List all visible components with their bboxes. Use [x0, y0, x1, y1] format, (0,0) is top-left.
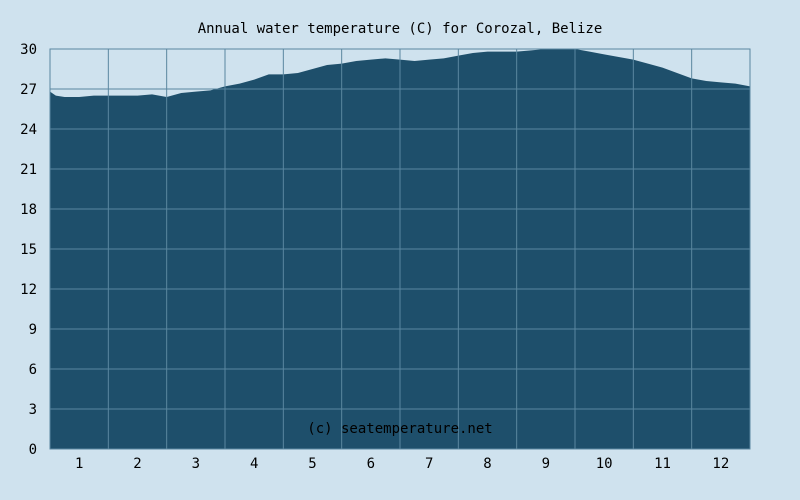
watermark-text: (c) seatemperature.net [307, 421, 492, 437]
x-tick-label: 4 [250, 456, 258, 472]
x-axis-tick-labels: 1 2 3 4 5 6 7 8 9 10 11 12 [75, 456, 729, 472]
x-tick-label: 12 [712, 456, 729, 472]
x-tick-label: 11 [654, 456, 671, 472]
y-tick-label: 3 [29, 402, 37, 418]
x-tick-label: 9 [542, 456, 550, 472]
y-tick-label: 30 [20, 42, 37, 58]
y-tick-label: 24 [20, 122, 37, 138]
y-tick-label: 27 [20, 82, 37, 98]
y-axis-tick-labels: 0 3 6 9 12 15 18 21 24 27 30 [20, 42, 37, 458]
chart-title: Annual water temperature (C) for Corozal… [198, 21, 603, 37]
y-tick-label: 12 [20, 282, 37, 298]
x-tick-label: 5 [308, 456, 316, 472]
x-tick-label: 3 [192, 456, 200, 472]
x-tick-label: 10 [596, 456, 613, 472]
x-tick-label: 1 [75, 456, 83, 472]
y-tick-label: 18 [20, 202, 37, 218]
y-tick-label: 9 [29, 322, 37, 338]
y-tick-label: 6 [29, 362, 37, 378]
x-tick-label: 2 [133, 456, 141, 472]
x-tick-label: 6 [367, 456, 375, 472]
y-tick-label: 0 [29, 442, 37, 458]
x-tick-label: 7 [425, 456, 433, 472]
x-tick-label: 8 [483, 456, 491, 472]
y-tick-label: 15 [20, 242, 37, 258]
plot-frame [49, 48, 751, 450]
y-tick-label: 21 [20, 162, 37, 178]
